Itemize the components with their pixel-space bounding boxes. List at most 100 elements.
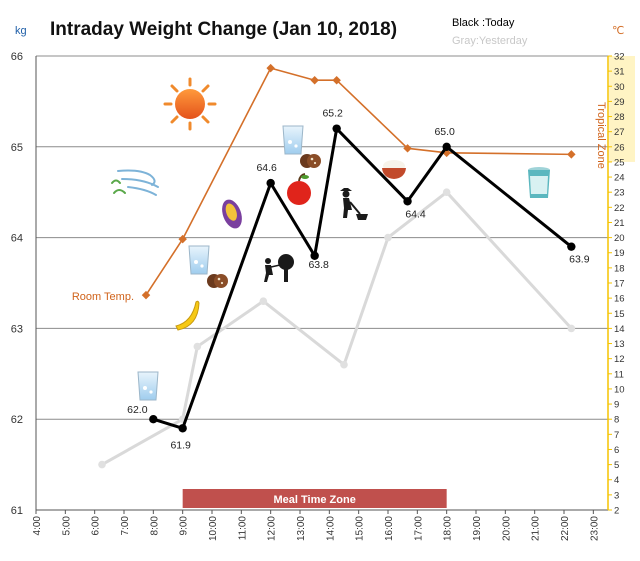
apple-icon xyxy=(287,173,311,205)
data-point xyxy=(178,234,187,244)
wind-icon xyxy=(111,169,159,196)
data-label: 64.6 xyxy=(256,162,277,174)
y2-tick-label: 26 xyxy=(614,142,625,153)
rice-bowl-icon xyxy=(382,160,406,179)
x-tick-label: 4:00 xyxy=(32,516,43,536)
y-tick-label: 61 xyxy=(11,505,23,517)
meal-time-band: Meal Time Zone xyxy=(182,489,447,508)
series-line xyxy=(152,127,573,430)
data-point xyxy=(332,75,341,85)
x-tick-label: 20:00 xyxy=(501,516,512,541)
meal-time-band-label: Meal Time Zone xyxy=(274,494,356,506)
x-tick-label: 18:00 xyxy=(443,516,454,541)
y2-tick-label: 12 xyxy=(614,354,625,365)
water-glass-icon xyxy=(282,125,304,155)
x-tick-label: 17:00 xyxy=(413,516,424,541)
y2-tick-label: 3 xyxy=(614,490,619,501)
y2-tick-label: 2 xyxy=(614,506,619,517)
x-tick-label: 10:00 xyxy=(208,516,219,541)
y-axis-unit: kg xyxy=(15,25,27,37)
y2-tick-label: 21 xyxy=(614,218,625,229)
y2-tick-label: 18 xyxy=(614,263,625,274)
x-tick-label: 12:00 xyxy=(267,516,278,541)
data-point xyxy=(149,415,158,424)
cookies-icon xyxy=(207,274,228,288)
y2-tick-label: 27 xyxy=(614,127,625,138)
data-point xyxy=(310,251,319,260)
x-axis-ticks: 4:00 5:00 6:00 7:00 8:00 9:00 10:00 11:00 12:00 1… xyxy=(32,510,600,541)
y-tick-label: 63 xyxy=(11,323,23,335)
data-label: 61.9 xyxy=(170,439,191,451)
y-tick-label: 65 xyxy=(11,142,23,154)
y2-tick-label: 5 xyxy=(614,460,619,471)
y2-tick-label: 24 xyxy=(614,173,625,184)
lawn-mowing-icon xyxy=(340,188,368,220)
data-point xyxy=(178,424,187,433)
data-point xyxy=(403,197,412,206)
sun-icon xyxy=(163,77,217,131)
sweet-potato-icon xyxy=(222,199,242,229)
data-point xyxy=(442,188,451,196)
y2-axis-ticks: 2345678910111213141516171819202122232425… xyxy=(595,52,635,517)
x-tick-label: 8:00 xyxy=(149,516,160,536)
y2-tick-label: 13 xyxy=(614,339,625,350)
x-tick-label: 22:00 xyxy=(560,516,571,541)
legend-today: Black :Today xyxy=(452,17,515,29)
y2-tick-label: 10 xyxy=(614,384,625,395)
meal-time-band-rect xyxy=(182,489,447,508)
x-tick-label: 9:00 xyxy=(179,516,190,536)
y2-tick-label: 20 xyxy=(614,233,625,244)
data-point xyxy=(141,290,151,300)
x-tick-label: 23:00 xyxy=(589,516,600,541)
x-tick-label: 11:00 xyxy=(237,516,248,541)
water-glass-icon xyxy=(188,245,210,275)
room-temp-label: Room Temp. xyxy=(72,291,134,303)
data-label: 63.9 xyxy=(569,254,590,266)
y2-tick-label: 4 xyxy=(614,475,619,486)
y2-tick-label: 15 xyxy=(614,309,625,320)
gridlines xyxy=(36,55,608,420)
data-point xyxy=(266,178,275,188)
x-tick-label: 7:00 xyxy=(120,516,131,536)
data-point xyxy=(567,242,576,251)
data-label: 65.0 xyxy=(434,126,455,138)
data-point xyxy=(567,324,576,333)
y2-tick-label: 7 xyxy=(614,430,619,441)
data-point xyxy=(442,142,451,151)
data-point xyxy=(193,342,202,351)
cookies-icon xyxy=(300,154,321,168)
y2-tick-label: 29 xyxy=(614,97,625,108)
x-tick-label: 15:00 xyxy=(355,516,366,541)
data-point xyxy=(340,360,348,369)
x-tick-label: 19:00 xyxy=(472,516,483,541)
y2-tick-label: 14 xyxy=(614,324,625,335)
legend-yesterday: Gray:Yesterday xyxy=(452,35,528,47)
x-tick-label: 6:00 xyxy=(91,516,102,536)
x-tick-label: 14:00 xyxy=(325,516,336,541)
axes xyxy=(35,56,609,511)
x-tick-label: 13:00 xyxy=(296,516,307,541)
tropical-zone-band xyxy=(609,56,635,162)
data-label: 63.8 xyxy=(308,259,329,271)
y-tick-label: 64 xyxy=(11,233,23,245)
y2-tick-label: 9 xyxy=(614,400,619,411)
series-line xyxy=(101,190,573,466)
data-point xyxy=(98,460,106,469)
series-room-temp: Room Temp. xyxy=(72,63,576,303)
tropical-zone-label: Tropical Zone xyxy=(595,102,607,169)
data-label: 65.2 xyxy=(322,108,343,120)
x-tick-label: 5:00 xyxy=(61,516,72,536)
y2-tick-label: 22 xyxy=(614,203,625,214)
banana-icon xyxy=(175,300,200,331)
y2-tick-label: 8 xyxy=(614,415,619,426)
series-yesterday xyxy=(98,188,576,469)
y2-tick-label: 6 xyxy=(614,445,619,456)
y2-axis-unit: ℃ xyxy=(612,25,624,37)
data-label: 64.4 xyxy=(405,208,426,220)
y2-tick-label: 19 xyxy=(614,248,625,259)
series-line xyxy=(145,67,572,296)
y2-tick-label: 16 xyxy=(614,294,625,305)
data-point xyxy=(567,150,576,159)
data-point xyxy=(259,297,268,305)
